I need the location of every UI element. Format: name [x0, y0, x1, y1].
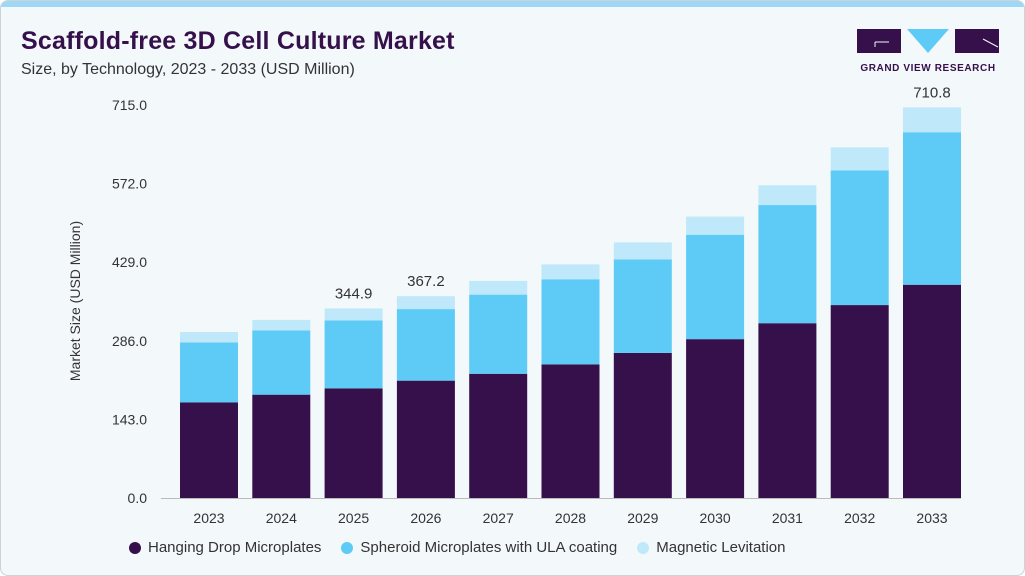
x-tick-label: 2024 — [266, 510, 297, 526]
bar-segment-2025-1 — [324, 320, 383, 389]
y-tick-label: 715.0 — [112, 97, 147, 113]
grand-view-research-logo: GRAND VIEW RESEARCH — [857, 29, 999, 74]
legend-item-magnetic: Magnetic Levitation — [637, 539, 785, 556]
legend-item-spheroid: Spheroid Microplates with ULA coating — [341, 539, 617, 556]
x-tick-label: 2026 — [410, 510, 441, 526]
bar-segment-2028-2 — [541, 264, 600, 280]
x-tick-label: 2031 — [772, 510, 803, 526]
y-tick-label: 429.0 — [112, 254, 147, 270]
top-accent-bar — [1, 1, 1024, 7]
bar-segment-2032-2 — [830, 147, 889, 171]
bar-segment-2031-2 — [758, 185, 817, 206]
legend-swatch — [129, 541, 141, 554]
y-axis-title: Market Size (USD Million) — [67, 221, 83, 381]
legend-swatch — [341, 541, 354, 554]
x-tick-label: 2025 — [338, 510, 369, 526]
bar-segment-2026-1 — [396, 309, 455, 381]
bar-segment-2023-2 — [180, 332, 238, 343]
bar-segment-2029-0 — [613, 352, 672, 498]
bar-segment-2023-0 — [180, 402, 238, 498]
chart-subtitle: Size, by Technology, 2023 - 2033 (USD Mi… — [21, 61, 355, 78]
y-tick-label: 572.0 — [112, 176, 147, 192]
bar-segment-2024-1 — [252, 330, 311, 395]
legend-label: Magnetic Levitation — [656, 539, 786, 556]
legend-item-hanging-drop: Hanging Drop Microplates — [129, 539, 321, 556]
y-tick-label: 286.0 — [112, 333, 147, 349]
bar-segment-2030-1 — [686, 234, 745, 340]
bar-segment-2032-0 — [830, 305, 889, 498]
bar-segment-2032-1 — [830, 170, 889, 306]
y-tick-label: 0.0 — [128, 490, 148, 506]
x-tick-label: 2028 — [555, 510, 586, 526]
bar-segment-2023-1 — [180, 342, 238, 403]
bar-segment-2026-2 — [396, 296, 455, 310]
bar-segment-2030-2 — [686, 216, 745, 235]
bar-segment-2025-0 — [324, 388, 383, 498]
x-tick-label: 2027 — [483, 510, 514, 526]
x-tick-label: 2033 — [916, 510, 947, 526]
bar-segment-2024-2 — [252, 319, 311, 331]
x-tick-label: 2030 — [700, 510, 731, 526]
legend-label: Spheroid Microplates with ULA coating — [360, 539, 618, 556]
bar-segment-2029-1 — [613, 259, 672, 353]
legend: Hanging Drop Microplates Spheroid Microp… — [129, 539, 785, 556]
bar-segment-2026-0 — [396, 380, 455, 498]
x-tick-label: 2032 — [844, 510, 875, 526]
x-tick-label: 2029 — [627, 510, 658, 526]
bar-segment-2033-0 — [903, 284, 961, 498]
bar-segment-2030-0 — [686, 339, 745, 498]
legend-swatch — [637, 541, 650, 554]
bar-segment-2031-0 — [758, 323, 817, 498]
bar-segment-2027-1 — [469, 294, 528, 374]
bar-segment-2027-2 — [469, 280, 528, 295]
logo-text: GRAND VIEW RESEARCH — [860, 63, 996, 74]
bar-segment-2024-0 — [252, 394, 311, 498]
data-label-2026: 367.2 — [407, 273, 445, 290]
bar-segment-2028-1 — [541, 279, 600, 365]
data-label-2025: 344.9 — [335, 285, 373, 302]
bar-segment-2029-2 — [613, 242, 672, 260]
bar-segment-2027-0 — [469, 373, 528, 498]
data-label-2033: 710.8 — [913, 84, 951, 101]
chart-title: Scaffold-free 3D Cell Culture Market — [21, 27, 455, 55]
bar-segment-2031-1 — [758, 205, 817, 324]
bar-segment-2028-0 — [541, 364, 600, 498]
gvr-logo-icon — [857, 29, 999, 53]
bar-segment-2033-2 — [903, 107, 961, 133]
x-tick-label: 2023 — [193, 510, 224, 526]
bar-segment-2033-1 — [903, 132, 961, 285]
y-tick-label: 143.0 — [112, 411, 147, 427]
legend-label: Hanging Drop Microplates — [148, 539, 322, 556]
bar-segment-2025-2 — [324, 308, 383, 321]
